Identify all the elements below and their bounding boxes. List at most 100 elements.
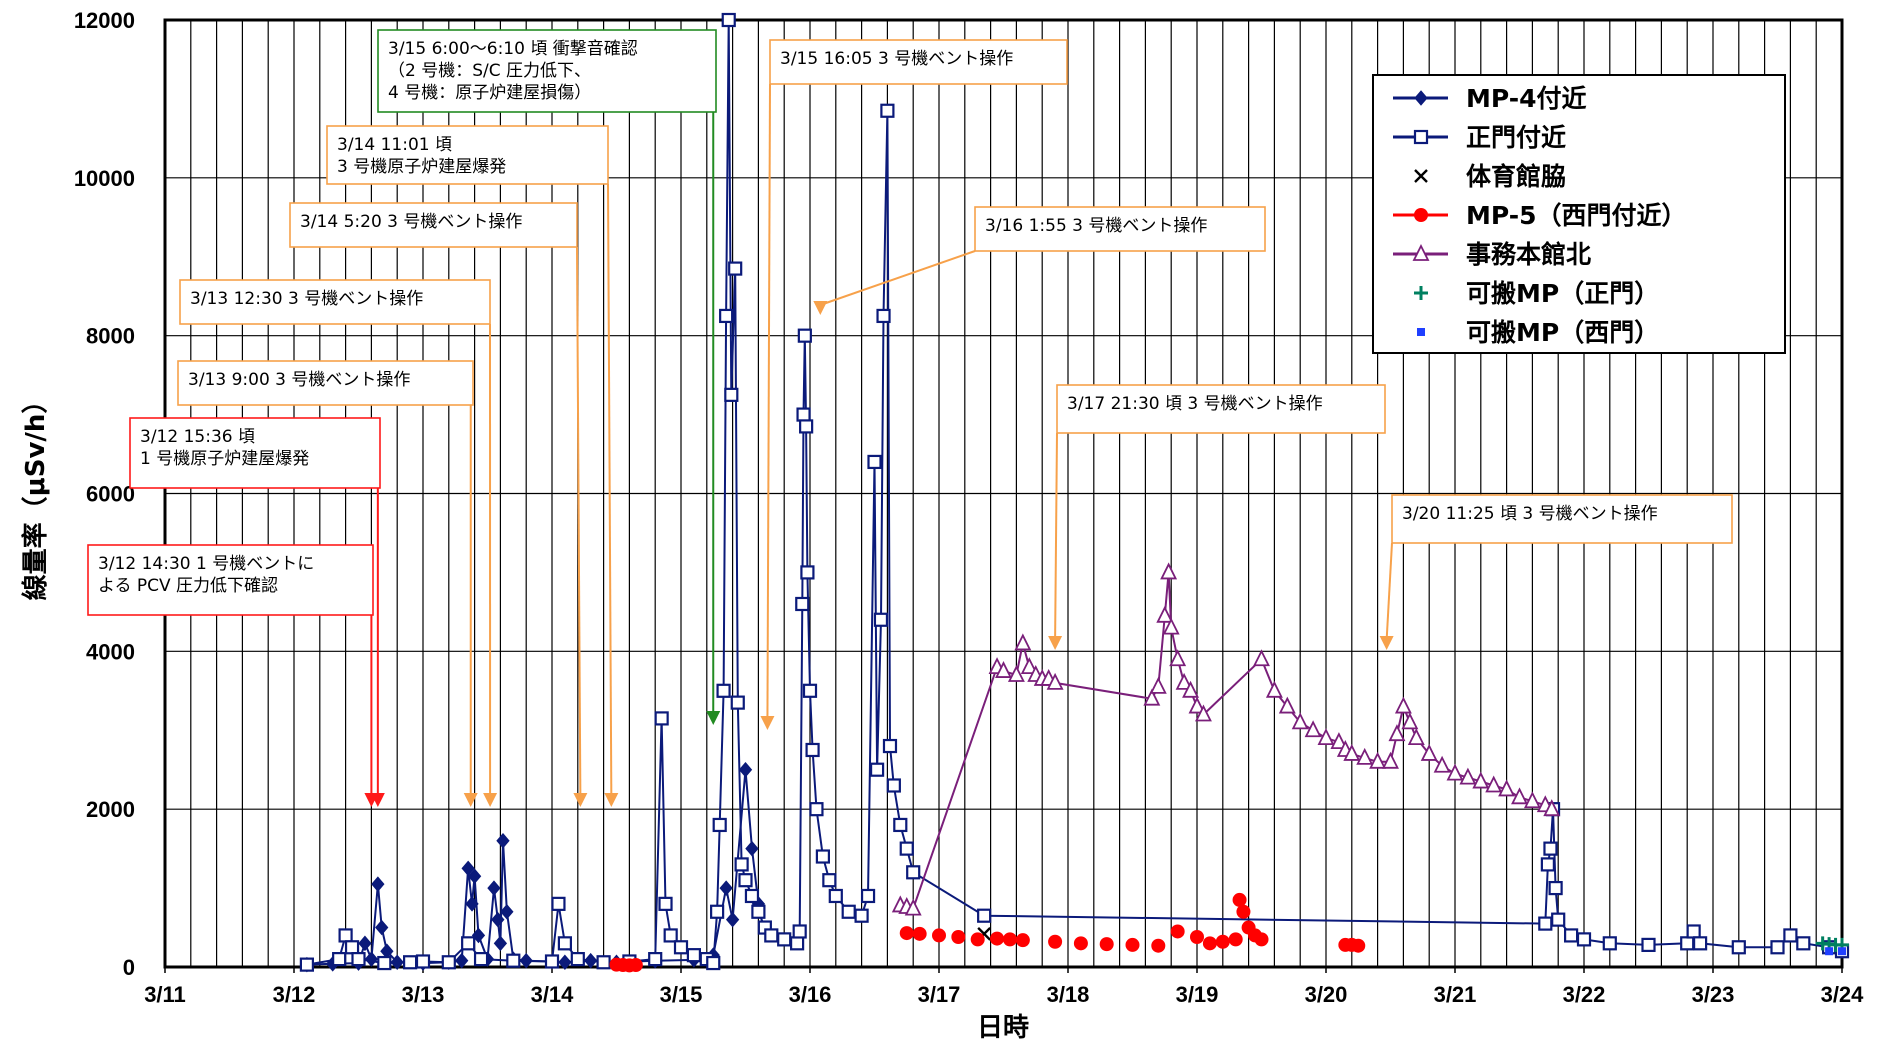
data-point: [796, 598, 808, 610]
y-tick-label: 4000: [86, 639, 135, 664]
data-point: [1550, 882, 1562, 894]
annotation-text: 3/15 6:00～6:10 頃 衝撃音確認: [388, 39, 638, 59]
data-point: [462, 937, 474, 949]
data-point: [340, 929, 352, 941]
data-point: [1694, 937, 1706, 949]
data-point: [732, 697, 744, 709]
data-point: [1048, 935, 1062, 949]
data-point: [932, 928, 946, 942]
x-tick-label: 3/17: [918, 982, 961, 1007]
data-point: [900, 926, 914, 940]
data-point: [1171, 924, 1185, 938]
data-point: [552, 898, 564, 910]
data-point: [1100, 937, 1114, 951]
data-point: [714, 819, 726, 831]
data-point: [1544, 843, 1556, 855]
legend-label: 可搬MP（西門）: [1466, 318, 1659, 347]
y-axis-label: 線量率（μSv/h）: [20, 388, 51, 601]
data-point: [823, 874, 835, 886]
x-tick-label: 3/13: [402, 982, 445, 1007]
data-point: [1733, 941, 1745, 953]
y-tick-label: 0: [123, 955, 135, 980]
annotation-text: 3/12 15:36 頃: [140, 427, 255, 447]
data-point: [869, 456, 881, 468]
data-point: [871, 764, 883, 776]
legend-label: MP-5（西門付近）: [1466, 201, 1687, 230]
x-tick-label: 3/19: [1176, 982, 1219, 1007]
legend-label: 正門付近: [1466, 123, 1566, 152]
annotation-text: 3/13 9:00 3 号機ベント操作: [188, 370, 410, 390]
y-tick-label: 10000: [74, 166, 135, 191]
annotation-text: 3/20 11:25 頃 3 号機ベント操作: [1402, 504, 1658, 524]
data-point: [1681, 937, 1693, 949]
x-tick-label: 3/15: [660, 982, 703, 1007]
data-point: [665, 929, 677, 941]
annotation-text: 3/12 14:30 1 号機ベントに: [98, 554, 314, 574]
data-point: [752, 906, 764, 918]
x-axis-label: 日時: [977, 1013, 1029, 1043]
data-point: [443, 956, 455, 968]
data-point: [1643, 939, 1655, 951]
data-point: [675, 941, 687, 953]
data-point: [951, 930, 965, 944]
data-point: [884, 740, 896, 752]
data-point: [1016, 933, 1030, 947]
data-point: [417, 955, 429, 967]
legend-label: 可搬MP（正門）: [1466, 279, 1659, 308]
x-tick-label: 3/11: [144, 982, 186, 1007]
data-point: [736, 858, 748, 870]
data-point: [1229, 932, 1243, 946]
x-tick-label: 3/24: [1821, 982, 1865, 1007]
legend-label: 事務本館北: [1466, 240, 1591, 269]
annotation-text: 3/15 16:05 3 号機ベント操作: [780, 49, 1013, 69]
data-point: [1126, 938, 1140, 952]
data-point: [346, 941, 358, 953]
data-point: [301, 959, 313, 971]
data-point: [1233, 893, 1247, 907]
data-point: [378, 957, 390, 969]
x-axis-ticks: 3/11 3/12 3/13 3/14 3/15 3/16 3/17 3/18 3/19 3/20…: [144, 967, 1864, 1007]
data-point: [888, 779, 900, 791]
data-point: [878, 310, 890, 322]
data-point: [1203, 936, 1217, 950]
data-point: [799, 330, 811, 342]
data-point: [801, 566, 813, 578]
annotation-text: 3/13 12:30 3 号機ベント操作: [190, 289, 423, 309]
legend-label: 体育館脇: [1466, 162, 1566, 191]
x-tick-label: 3/16: [789, 982, 832, 1007]
data-point: [881, 105, 893, 117]
data-point: [725, 389, 737, 401]
data-point: [723, 14, 735, 26]
data-point: [559, 937, 571, 949]
y-tick-label: 2000: [86, 797, 135, 822]
data-point: [598, 956, 610, 968]
data-point: [990, 932, 1004, 946]
data-point: [907, 866, 919, 878]
data-point: [1797, 937, 1809, 949]
data-point: [1003, 932, 1017, 946]
data-point: [1216, 935, 1230, 949]
data-point: [913, 927, 927, 941]
data-point: [711, 906, 723, 918]
data-point: [843, 906, 855, 918]
y-tick-label: 12000: [74, 8, 135, 33]
x-tick-label: 3/18: [1047, 982, 1090, 1007]
data-point: [794, 925, 806, 937]
data-point: [1604, 937, 1616, 949]
data-point: [507, 955, 519, 967]
data-point: [629, 958, 643, 972]
annotation-text: （2 号機：S/C 圧力低下、: [388, 61, 591, 81]
legend-marker: [1415, 131, 1427, 143]
data-point: [894, 819, 906, 831]
data-point: [572, 953, 584, 965]
annotation-text: 3/16 1:55 3 号機ベント操作: [985, 216, 1207, 236]
data-point: [740, 874, 752, 886]
data-point: [971, 932, 985, 946]
annotation-text: 1 号機原子炉建屋爆発: [140, 449, 309, 469]
data-point: [856, 910, 868, 922]
data-point: [353, 953, 365, 965]
data-point: [1552, 914, 1564, 926]
data-point: [1688, 925, 1700, 937]
data-point: [1784, 929, 1796, 941]
